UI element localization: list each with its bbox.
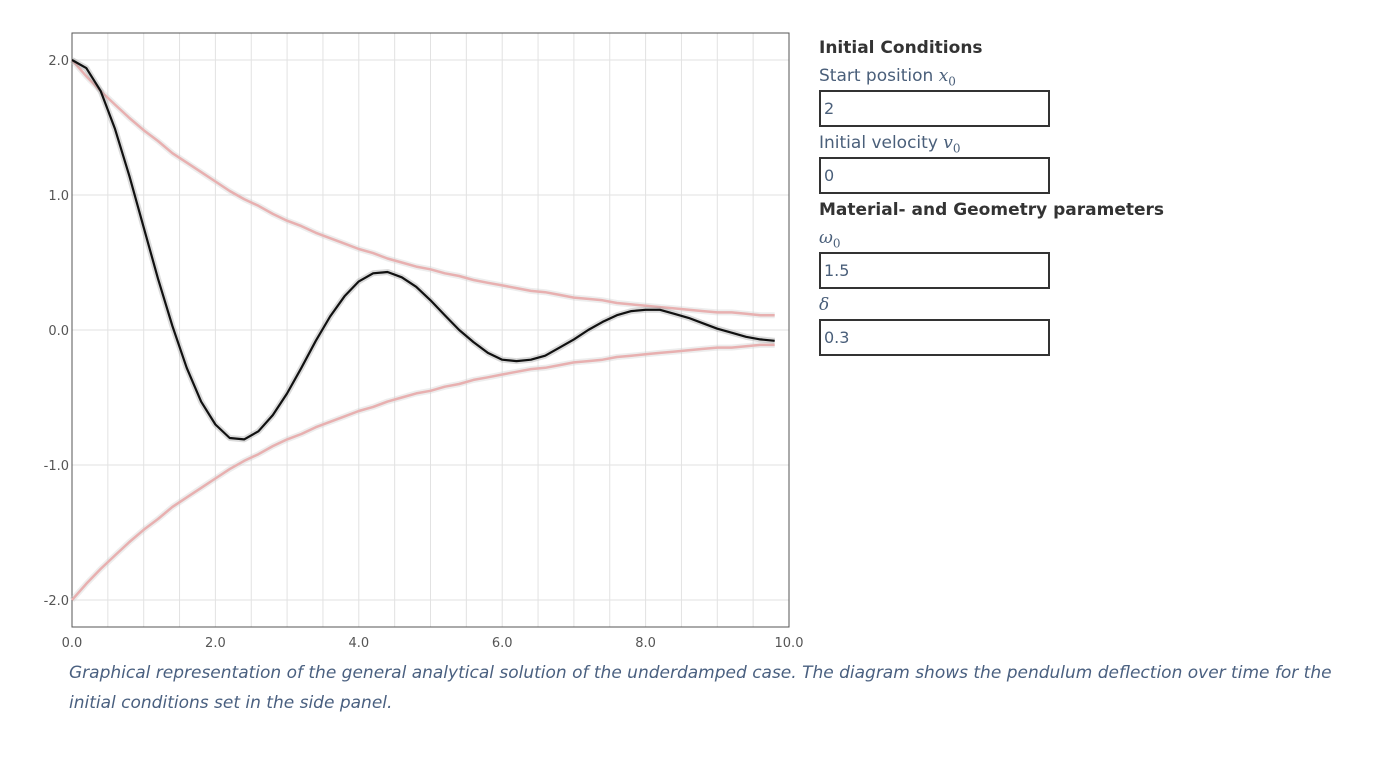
x-tick-label: 6.0 [492,636,513,651]
y-tick-label: 1.0 [48,189,69,204]
start-position-symbol: x0 [938,66,956,89]
delta-label: δ [819,291,1179,319]
material-geometry-heading: Material- and Geometry parameters [819,200,1165,220]
deflection-curve [71,59,775,441]
start-position-input[interactable] [819,90,1050,127]
initial-velocity-label: Initial velocity v0 [819,129,1179,157]
x-tick-label: 8.0 [635,636,656,651]
side-panel: Initial Conditions Start position x0 Ini… [819,34,1179,358]
start-position-label: Start position x0 [819,62,1179,90]
envelope-curves [69,58,775,602]
y-tick-label: 2.0 [48,54,69,69]
start-position-text: Start position [819,66,934,86]
y-tick-label: -2.0 [44,594,69,609]
y-tick-label: -1.0 [44,459,69,474]
lower-envelope-curve [71,343,775,601]
initial-velocity-input[interactable] [819,157,1050,194]
x-axis-ticks: 0.0 2.0 4.0 6.0 8.0 10.0 [62,636,804,651]
initial-velocity-symbol: v0 [943,133,961,156]
figure-caption: Graphical representation of the general … [69,663,1332,713]
omega-input[interactable] [819,252,1050,289]
chart-grid [72,33,789,627]
initial-conditions-heading: Initial Conditions [819,38,983,58]
initial-velocity-text: Initial velocity [819,133,938,153]
deflection-curve-group [70,57,775,443]
deflection-curve-shadow [70,57,775,443]
x-tick-label: 10.0 [775,636,804,651]
y-tick-label: 0.0 [48,324,69,339]
envelope-curve-shadow [69,341,775,602]
delta-input[interactable] [819,319,1050,356]
omega-symbol: ω0 [819,228,841,251]
delta-symbol: δ [819,295,830,315]
deflection-chart: 0.0 2.0 4.0 6.0 8.0 10.0 2.0 1.0 0.0 -1.0 -2.0 [44,32,804,651]
upper-envelope-curve [71,59,775,317]
envelope-curve-shadow [69,58,775,319]
x-tick-label: 4.0 [348,636,369,651]
x-tick-label: 2.0 [205,636,226,651]
x-tick-label: 0.0 [62,636,83,651]
plot-frame [71,32,790,628]
omega-label: ω0 [819,224,1179,252]
y-axis-ticks: 2.0 1.0 0.0 -1.0 -2.0 [44,54,69,609]
